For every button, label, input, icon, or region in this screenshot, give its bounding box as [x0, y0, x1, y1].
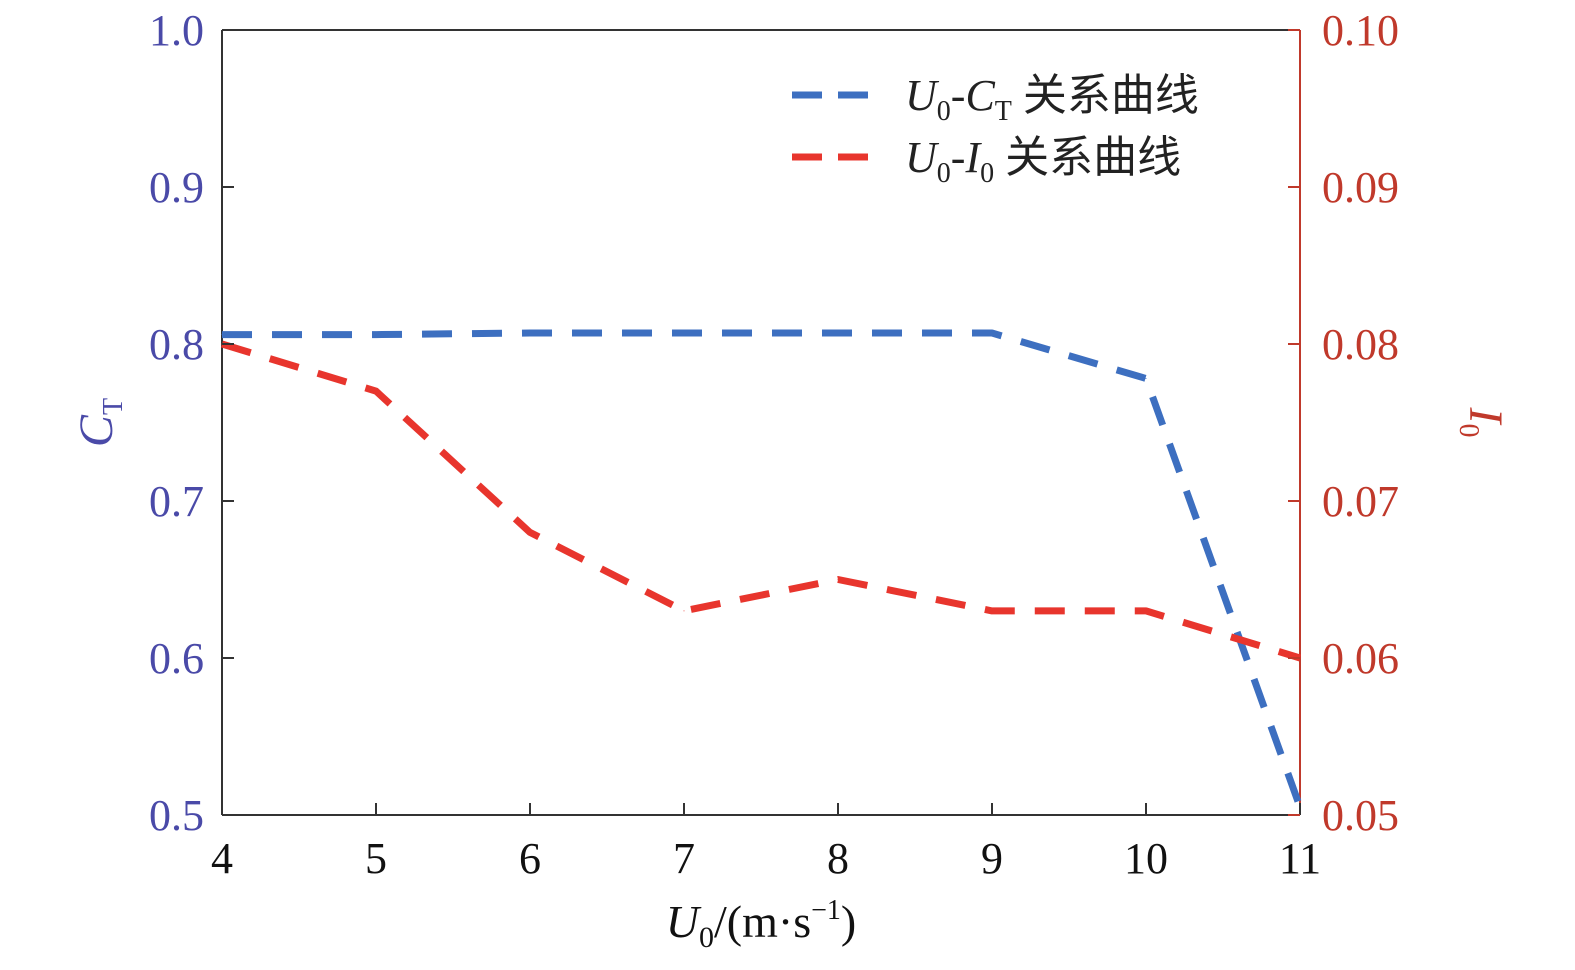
data-point	[221, 334, 223, 336]
x-tick-label: 9	[981, 834, 1003, 883]
y-left-tick-label: 0.7	[149, 477, 204, 526]
data-point	[991, 332, 993, 334]
y-right-tick-label: 0.06	[1322, 634, 1399, 683]
y-left-tick-label: 1.0	[149, 6, 204, 55]
y-right-tick-label: 0.10	[1322, 6, 1399, 55]
x-tick-label: 11	[1279, 834, 1321, 883]
legend-label-2: U0-I0 关系曲线	[905, 133, 1181, 189]
y-right-tick-label: 0.09	[1322, 163, 1399, 212]
y-left-tick-label: 0.5	[149, 791, 204, 840]
x-tick-label: 4	[211, 834, 233, 883]
x-axis-label: U0/(m·s−1)	[666, 895, 856, 954]
data-point	[837, 579, 839, 580]
data-point	[1145, 378, 1147, 380]
x-tick-label: 5	[365, 834, 387, 883]
y-right-tick-label: 0.08	[1322, 320, 1399, 369]
y-left-axis-label: CT	[70, 398, 129, 447]
data-point	[529, 332, 531, 334]
data-point	[837, 332, 839, 334]
y-right-tick-label: 0.05	[1322, 791, 1399, 840]
x-tick-label: 8	[827, 834, 849, 883]
y-left-tick-label: 0.6	[149, 634, 204, 683]
y-left-tick-label: 0.9	[149, 163, 204, 212]
data-point	[375, 390, 377, 392]
series-line-2	[220, 340, 1302, 662]
legend-label-1: U0-CT 关系曲线	[905, 71, 1199, 127]
series-line-1	[222, 329, 1304, 809]
data-point	[683, 332, 685, 334]
data-point	[375, 334, 377, 336]
y-right-axis-label: I0	[1453, 407, 1512, 438]
y-right-tick-label: 0.07	[1322, 477, 1399, 526]
y-left-tick-label: 0.8	[149, 320, 204, 369]
data-point	[1145, 610, 1147, 612]
x-tick-label: 6	[519, 834, 541, 883]
data-point	[683, 610, 685, 612]
data-point	[991, 610, 993, 612]
x-tick-label: 7	[673, 834, 695, 883]
data-point	[529, 531, 531, 533]
x-tick-label: 10	[1124, 834, 1168, 883]
